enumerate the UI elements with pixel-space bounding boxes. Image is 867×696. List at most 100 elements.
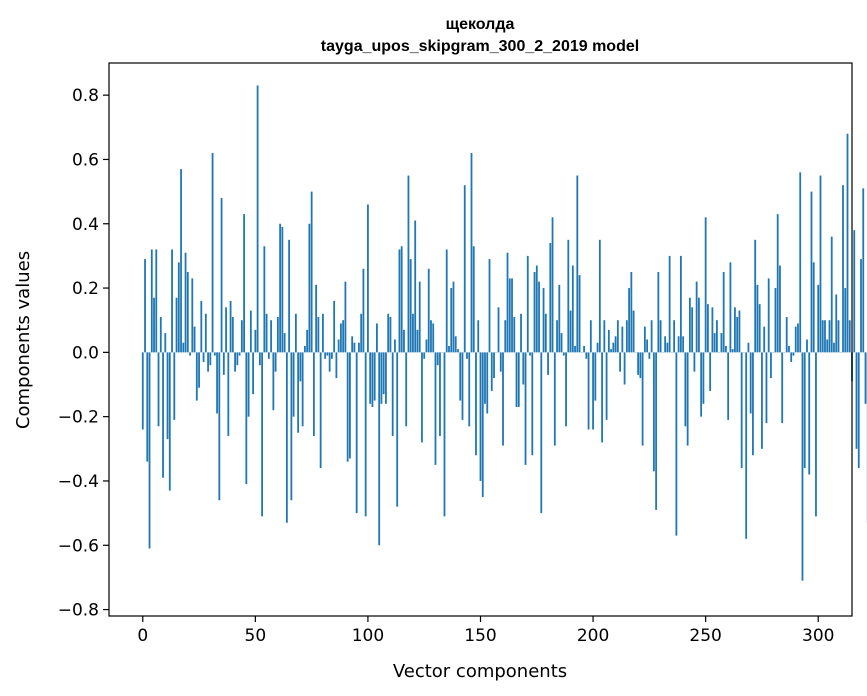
bar <box>819 175 822 353</box>
bar <box>792 352 795 356</box>
bar <box>157 352 160 427</box>
y-tick-label: −0.8 <box>58 601 99 621</box>
bar <box>508 278 511 353</box>
bar <box>767 278 770 353</box>
bar <box>292 352 295 417</box>
bar <box>272 352 275 411</box>
bar <box>540 352 543 514</box>
bar <box>499 352 502 372</box>
bar <box>529 352 531 356</box>
bar <box>659 320 662 353</box>
bar <box>243 214 245 353</box>
bar <box>290 352 293 501</box>
bar <box>267 352 270 359</box>
bar <box>655 352 658 510</box>
bar <box>630 271 633 353</box>
bar <box>200 300 203 353</box>
bar <box>391 352 394 436</box>
bar <box>463 185 466 353</box>
y-tick-label: 0.0 <box>72 343 99 363</box>
bar <box>434 352 437 465</box>
bar <box>488 259 491 353</box>
bar <box>803 352 806 469</box>
bar <box>421 352 423 443</box>
bar <box>378 352 381 546</box>
bar <box>319 352 322 469</box>
bar <box>432 323 435 353</box>
bar <box>799 172 802 353</box>
bar <box>321 313 324 353</box>
bar <box>150 249 153 353</box>
bar <box>416 329 419 353</box>
bar <box>412 313 414 353</box>
bar <box>765 352 768 424</box>
bar <box>583 345 585 353</box>
bar <box>526 255 529 353</box>
bar <box>729 262 732 353</box>
bar <box>265 313 268 353</box>
bar <box>598 239 601 353</box>
x-tick-label: 250 <box>689 626 721 646</box>
bar <box>490 352 493 391</box>
x-tick-label: 100 <box>352 626 384 646</box>
bar <box>864 352 867 404</box>
bar <box>810 191 813 353</box>
bar <box>182 342 185 353</box>
bar <box>547 352 549 375</box>
bar <box>758 304 761 353</box>
x-tick-label: 150 <box>464 626 496 646</box>
bar <box>652 352 655 472</box>
bar <box>607 329 610 353</box>
bar <box>452 281 455 353</box>
bar <box>364 352 367 517</box>
bar <box>281 226 284 353</box>
bar <box>249 310 252 353</box>
bar <box>294 313 297 353</box>
bar <box>409 259 412 353</box>
bar <box>702 352 705 404</box>
bar <box>225 307 227 353</box>
bar <box>310 191 313 353</box>
bar <box>263 246 266 353</box>
bar <box>355 352 358 514</box>
bar <box>493 352 495 379</box>
bar <box>731 349 734 353</box>
bar <box>358 342 360 353</box>
bar <box>511 278 513 353</box>
bar <box>517 352 520 408</box>
bar <box>754 239 757 353</box>
x-tick-label: 300 <box>802 626 834 646</box>
bar <box>191 278 194 353</box>
y-tick-label: 0.2 <box>72 279 99 299</box>
bar <box>443 352 446 517</box>
bar <box>806 339 808 353</box>
bar <box>247 352 250 417</box>
bar <box>502 352 504 446</box>
bar <box>328 352 331 372</box>
bar <box>144 259 146 353</box>
bars-group <box>141 85 867 581</box>
bar <box>520 313 522 353</box>
bar <box>285 352 288 523</box>
bar <box>648 352 651 359</box>
bar <box>684 352 687 427</box>
bar <box>153 297 155 353</box>
bar <box>385 352 387 404</box>
bar <box>779 265 781 353</box>
bar <box>569 310 572 353</box>
bar <box>198 352 200 388</box>
bar <box>479 352 482 481</box>
bar <box>578 275 581 353</box>
bar <box>258 352 261 366</box>
plot-area-frame <box>108 62 853 617</box>
bar <box>594 352 597 401</box>
bar <box>738 310 741 353</box>
bar <box>524 352 527 465</box>
bar <box>641 352 644 446</box>
bar <box>736 316 739 353</box>
bar <box>740 352 743 469</box>
bar <box>400 246 403 353</box>
bar <box>587 352 590 430</box>
bar <box>297 352 300 433</box>
bar <box>571 265 574 353</box>
